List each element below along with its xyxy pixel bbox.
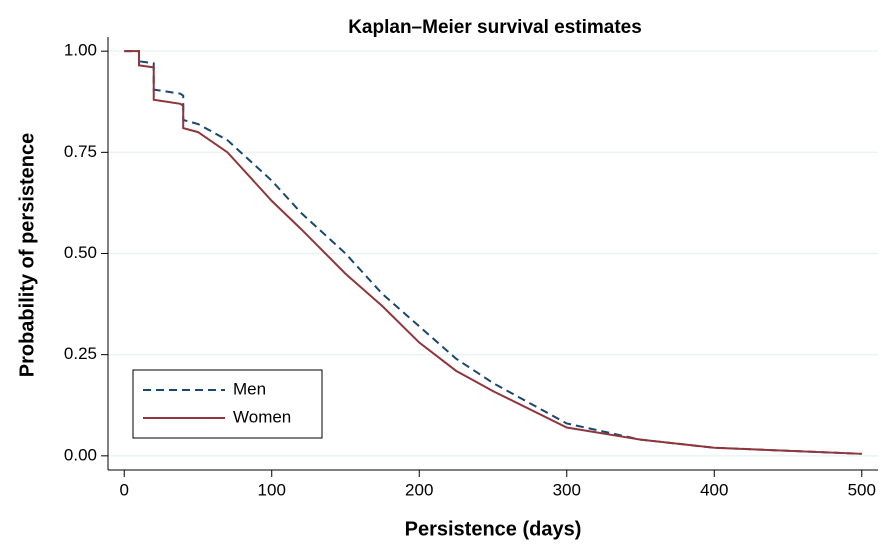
series-line [124, 50, 862, 455]
x-tick-label: 0 [119, 480, 128, 499]
y-axis-label: Probability of persistence [16, 133, 38, 378]
legend-label: Women [233, 407, 291, 426]
x-axis-label: Persistence (days) [405, 518, 582, 540]
x-tick-label: 400 [700, 480, 728, 499]
y-tick-label: 0.75 [64, 142, 97, 161]
legend-box [132, 369, 323, 439]
y-tick-label: 0.00 [64, 445, 97, 464]
series-line [124, 50, 862, 455]
x-tick-label: 100 [258, 480, 286, 499]
chart-title: Kaplan–Meier survival estimates [348, 17, 642, 38]
y-tick-label: 1.00 [64, 41, 97, 60]
y-tick-label: 0.25 [64, 344, 97, 363]
x-tick-label: 500 [848, 480, 876, 499]
x-tick-label: 200 [405, 480, 433, 499]
y-tick-label: 0.50 [64, 243, 97, 262]
legend-label: Men [233, 379, 266, 398]
x-tick-label: 300 [553, 480, 581, 499]
